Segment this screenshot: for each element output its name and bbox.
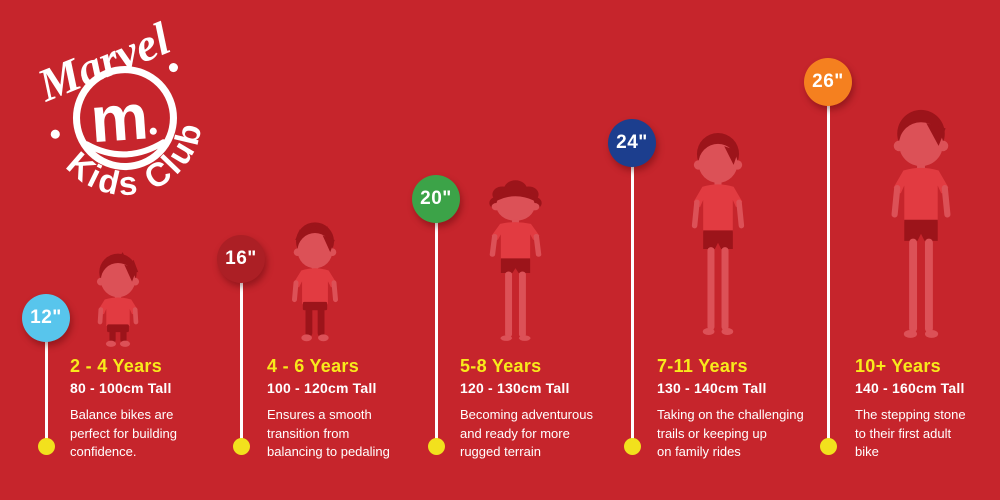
wheel-size-label: 12"	[30, 307, 62, 328]
wheel-size-badge: 24"	[608, 119, 656, 167]
kid-figure	[489, 180, 542, 341]
marker-dot	[623, 437, 641, 455]
logo-ring	[72, 66, 177, 171]
height-range: 100 - 120cm Tall	[267, 380, 377, 396]
size-info: 10+ Years 140 - 160cm Tall The stepping …	[855, 356, 1000, 462]
marker-dot	[427, 437, 445, 455]
wheel-size-label: 20"	[420, 188, 452, 209]
marvel-kids-club-logo: Marvel m Kids Club	[30, 14, 207, 204]
marker-dot	[232, 437, 250, 455]
wheel-size-label: 16"	[225, 248, 257, 269]
age-range: 10+ Years	[855, 356, 941, 376]
wheel-size-label: 26"	[812, 71, 844, 92]
kid-figure	[691, 133, 745, 336]
age-range: 5-8 Years	[460, 356, 542, 376]
height-range: 140 - 160cm Tall	[855, 380, 965, 396]
connector-line	[630, 143, 634, 446]
size-description: Balance bikes are perfect for building c…	[70, 407, 177, 459]
age-range: 7-11 Years	[657, 356, 748, 376]
marker-dot	[819, 437, 837, 455]
wheel-size-badge: 12"	[22, 294, 70, 342]
wheel-size-badge: 20"	[412, 175, 460, 223]
height-range: 80 - 100cm Tall	[70, 380, 172, 396]
size-info: 2 - 4 Years 80 - 100cm Tall Balance bike…	[70, 356, 202, 462]
kid-figure	[96, 252, 140, 347]
size-info: 5-8 Years 120 - 130cm Tall Becoming adve…	[460, 356, 602, 462]
marker-dot	[37, 437, 55, 455]
age-range: 4 - 6 Years	[267, 356, 360, 376]
wheel-size-badge: 16"	[217, 235, 265, 283]
logo-monogram-dot	[149, 127, 157, 135]
size-info: 7-11 Years 130 - 140cm Tall Taking on th…	[657, 356, 815, 462]
age-range: 2 - 4 Years	[70, 356, 163, 376]
size-description: Becoming adventurous and ready for more …	[460, 407, 593, 459]
connector-line	[44, 318, 48, 446]
size-description: Ensures a smooth transition from balanci…	[267, 407, 390, 459]
logo-monogram: m	[88, 79, 150, 156]
connector-line	[239, 259, 243, 446]
wheel-size-label: 24"	[616, 132, 648, 153]
size-description: Taking on the challenging trails or keep…	[657, 407, 804, 459]
height-range: 120 - 130cm Tall	[460, 380, 570, 396]
kid-figure	[292, 222, 338, 342]
logo-dot-right	[168, 63, 179, 73]
size-description: The stepping stone to their first adult …	[855, 407, 966, 459]
size-info: 4 - 6 Years 100 - 120cm Tall Ensures a s…	[267, 356, 419, 462]
logo-swoosh	[83, 139, 167, 158]
height-range: 130 - 140cm Tall	[657, 380, 767, 396]
wheel-size-badge: 26"	[804, 58, 852, 106]
logo-dot-left	[50, 129, 60, 139]
connector-line	[434, 199, 438, 446]
kid-figure	[891, 109, 951, 338]
connector-line	[826, 82, 830, 446]
